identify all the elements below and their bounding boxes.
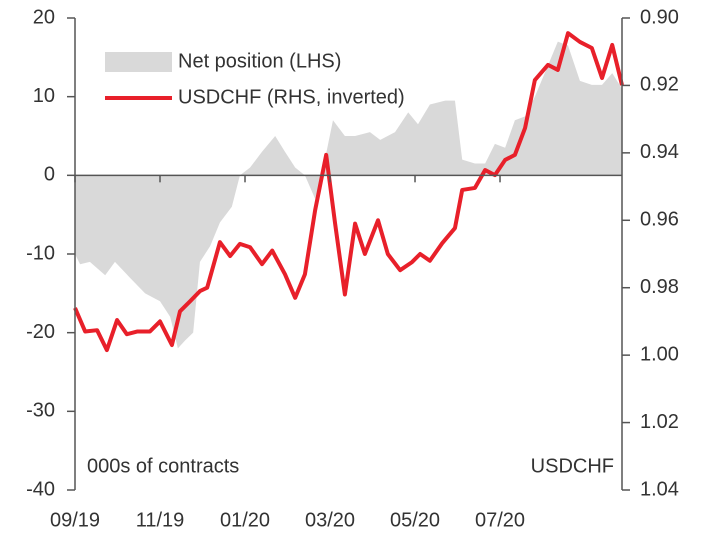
y2-tick-label: 1.02 xyxy=(640,411,679,433)
y2-tick-label: 0.98 xyxy=(640,276,679,298)
area xyxy=(75,41,622,349)
y-tick-label: 20 xyxy=(33,6,55,28)
legend-label: USDCHF (RHS, inverted) xyxy=(178,86,405,108)
y2-tick-label: 0.94 xyxy=(640,141,679,163)
x-tick-label: 03/20 xyxy=(305,509,355,531)
annotation: 000s of contracts xyxy=(87,455,239,477)
y2-tick-label: 0.96 xyxy=(640,209,679,231)
y2-tick-label: 1.00 xyxy=(640,343,679,365)
y-tick-label: -40 xyxy=(26,478,55,500)
y2-tick-label: 0.92 xyxy=(640,74,679,96)
x-tick-label: 11/19 xyxy=(136,509,185,531)
x-tick-label: 05/20 xyxy=(390,509,440,531)
annotation: USDCHF xyxy=(531,455,614,477)
y-tick-label: 0 xyxy=(44,164,55,186)
x-tick-label: 01/20 xyxy=(220,509,270,531)
y-tick-label: 10 xyxy=(33,85,55,107)
y2-tick-label: 1.04 xyxy=(640,478,679,500)
y-tick-label: -30 xyxy=(26,400,55,422)
y2-tick-label: 0.90 xyxy=(640,6,679,28)
line xyxy=(73,31,624,353)
y-tick-label: -20 xyxy=(26,321,55,343)
legend-swatch xyxy=(105,52,172,72)
y-tick-label: -10 xyxy=(26,242,55,264)
x-tick-label: 07/20 xyxy=(475,509,525,531)
x-tick-label: 09/19 xyxy=(50,509,100,531)
legend-label: Net position (LHS) xyxy=(178,50,341,72)
